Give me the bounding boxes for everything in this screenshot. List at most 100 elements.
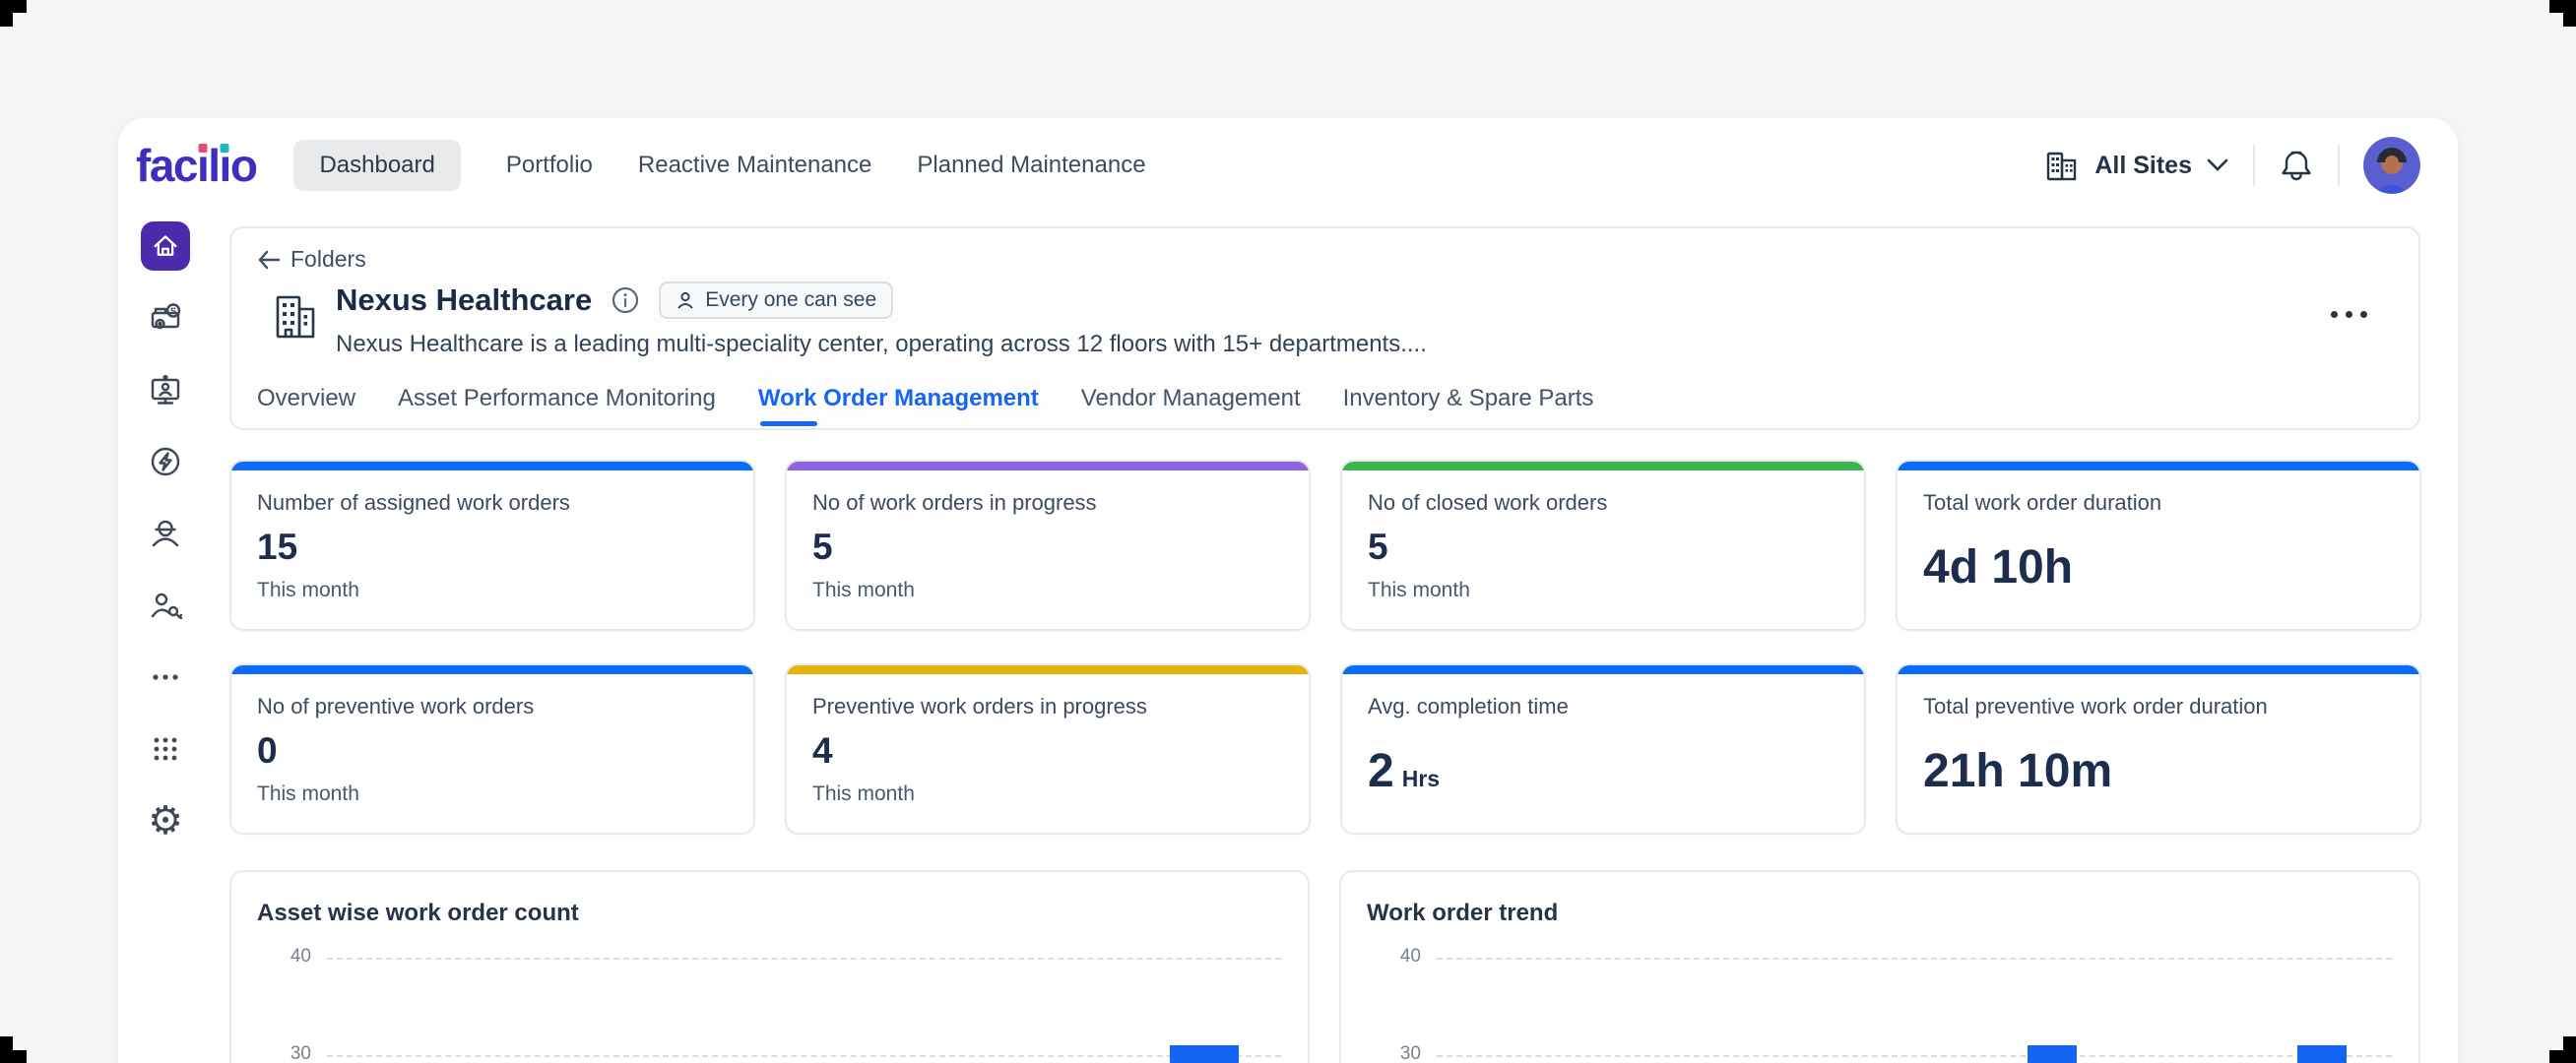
- crop-mark-bottom-left: [0, 1036, 13, 1063]
- gridline: [327, 1055, 1281, 1057]
- back-to-folders[interactable]: Folders: [257, 246, 366, 273]
- sidebar-item-apps[interactable]: [141, 724, 190, 774]
- home-icon: [150, 230, 181, 262]
- site-title-row: Nexus Healthcare Every one can see: [336, 281, 893, 319]
- bar: [2028, 1045, 2077, 1063]
- notifications-button[interactable]: [2279, 147, 2314, 184]
- kpi-value: 4d 10h: [1923, 540, 2073, 594]
- kpi-value: 15: [257, 527, 297, 568]
- chart-asset-wise-work-order-count: Asset wise work order count 4030: [229, 870, 1310, 1063]
- bar: [1170, 1045, 1239, 1063]
- back-label: Folders: [290, 246, 366, 273]
- kpi-title: Avg. completion time: [1368, 694, 1569, 719]
- sidebar-item-technicians[interactable]: [141, 509, 190, 558]
- nav-item-reactive-maintenance[interactable]: Reactive Maintenance: [638, 152, 871, 179]
- building-icon: [2043, 147, 2081, 184]
- sidebar-item-vendors[interactable]: [141, 581, 190, 630]
- site-selector[interactable]: All Sites: [2043, 147, 2229, 184]
- kpi-title: Preventive work orders in progress: [812, 694, 1147, 719]
- gridline: [327, 958, 1281, 960]
- tab-vendor-management[interactable]: Vendor Management: [1081, 385, 1301, 412]
- info-icon[interactable]: [612, 286, 639, 314]
- top-nav: Dashboard Portfolio Reactive Maintenance…: [293, 140, 1145, 191]
- accent-bar: [787, 665, 1309, 674]
- y-axis-tick: 40: [260, 946, 311, 968]
- crop-mark-top-right: [2563, 0, 2576, 27]
- sidebar-item-home[interactable]: [141, 221, 190, 271]
- top-bar: facılıo Dashboard Portfolio Reactive Mai…: [118, 118, 2458, 213]
- chart-work-order-trend: Work order trend 4030: [1339, 870, 2420, 1063]
- tab-overview[interactable]: Overview: [257, 385, 355, 412]
- gridline: [1437, 1055, 2392, 1057]
- kpi-title: Number of assigned work orders: [257, 490, 570, 516]
- tab-asset-performance-monitoring[interactable]: Asset Performance Monitoring: [398, 385, 716, 412]
- bell-icon: [2279, 147, 2314, 184]
- nav-item-planned-maintenance[interactable]: Planned Maintenance: [917, 152, 1145, 179]
- gridline: [1437, 958, 2392, 960]
- asset-machine-icon: S: [146, 298, 185, 338]
- site-description: Nexus Healthcare is a leading multi-spec…: [336, 331, 1427, 358]
- accent-bar: [231, 462, 753, 470]
- site-selector-label: All Sites: [2094, 152, 2192, 180]
- accent-bar: [1342, 462, 1864, 470]
- person-icon: [676, 290, 695, 310]
- kpi-value: 4: [812, 730, 833, 772]
- kpi-title: Total preventive work order duration: [1923, 694, 2268, 719]
- site-header-card: Folders Nexus Healthcare: [229, 226, 2420, 430]
- kpi-title: No of work orders in progress: [812, 490, 1097, 516]
- chevron-down-icon: [2206, 157, 2229, 173]
- svg-text:S: S: [170, 306, 176, 316]
- kpi-card-preventive-in-progress: Preventive work orders in progress 4 Thi…: [785, 663, 1311, 835]
- kpi-period: This month: [812, 579, 915, 602]
- chart-plot-area: 4030: [1437, 872, 2392, 1063]
- kpi-card-preventive-work-orders: No of preventive work orders 0 This mont…: [229, 663, 755, 835]
- user-avatar[interactable]: [2363, 137, 2420, 194]
- apps-grid-icon: [146, 729, 185, 769]
- accent-bar: [1342, 665, 1864, 674]
- site-title: Nexus Healthcare: [336, 282, 592, 318]
- kpi-period: This month: [257, 782, 359, 806]
- sidebar-item-more[interactable]: [141, 653, 190, 702]
- tab-work-order-management[interactable]: Work Order Management: [758, 385, 1039, 412]
- kpi-title: No of preventive work orders: [257, 694, 534, 719]
- top-bar-right: All Sites: [2043, 118, 2420, 213]
- visibility-badge[interactable]: Every one can see: [659, 281, 893, 319]
- crop-mark-top-left: [0, 0, 13, 27]
- kebab-menu-icon[interactable]: [2331, 311, 2367, 318]
- kpi-row-1: Number of assigned work orders 15 This m…: [229, 460, 2421, 631]
- more-ellipsis-icon: [146, 657, 185, 697]
- logo-text: l: [208, 139, 219, 192]
- logo-text: fac: [136, 139, 197, 192]
- kpi-card-total-work-order-duration: Total work order duration 4d 10h: [1896, 460, 2421, 631]
- kpi-row-2: No of preventive work orders 0 This mont…: [229, 663, 2421, 835]
- person-key-icon: [146, 586, 185, 625]
- divider: [2338, 145, 2340, 186]
- technician-icon: [146, 514, 185, 553]
- charts-row: Asset wise work order count 4030 Work or…: [229, 870, 2420, 1063]
- display-person-icon: [146, 370, 185, 409]
- sidebar: S: [118, 213, 213, 1063]
- logo-text: o: [230, 139, 257, 192]
- y-axis-tick: 30: [260, 1043, 311, 1063]
- divider: [2253, 145, 2255, 186]
- facilio-logo[interactable]: facılıo: [136, 139, 256, 192]
- tab-inventory-spare-parts[interactable]: Inventory & Spare Parts: [1343, 385, 1594, 412]
- kpi-card-work-orders-in-progress: No of work orders in progress 5 This mon…: [785, 460, 1311, 631]
- settings-gear-icon: ⚙: [148, 801, 183, 841]
- sidebar-item-displays[interactable]: [141, 365, 190, 414]
- nav-item-portfolio[interactable]: Portfolio: [506, 152, 593, 179]
- sidebar-item-assets[interactable]: S: [141, 293, 190, 343]
- tab-bar: Overview Asset Performance Monitoring Wo…: [257, 385, 1593, 412]
- kpi-period: This month: [812, 782, 915, 806]
- kpi-card-total-preventive-duration: Total preventive work order duration 21h…: [1896, 663, 2421, 835]
- accent-bar: [1898, 462, 2419, 470]
- kpi-value: 2: [1368, 744, 1394, 798]
- sidebar-item-energy[interactable]: [141, 437, 190, 486]
- accent-bar: [1898, 665, 2419, 674]
- kpi-value: 21h 10m: [1923, 744, 2112, 798]
- accent-bar: [231, 665, 753, 674]
- kpi-card-avg-completion-time: Avg. completion time 2 Hrs: [1340, 663, 1866, 835]
- sidebar-item-settings[interactable]: ⚙: [141, 796, 190, 845]
- nav-item-dashboard[interactable]: Dashboard: [293, 140, 460, 191]
- kpi-value: 0: [257, 730, 278, 772]
